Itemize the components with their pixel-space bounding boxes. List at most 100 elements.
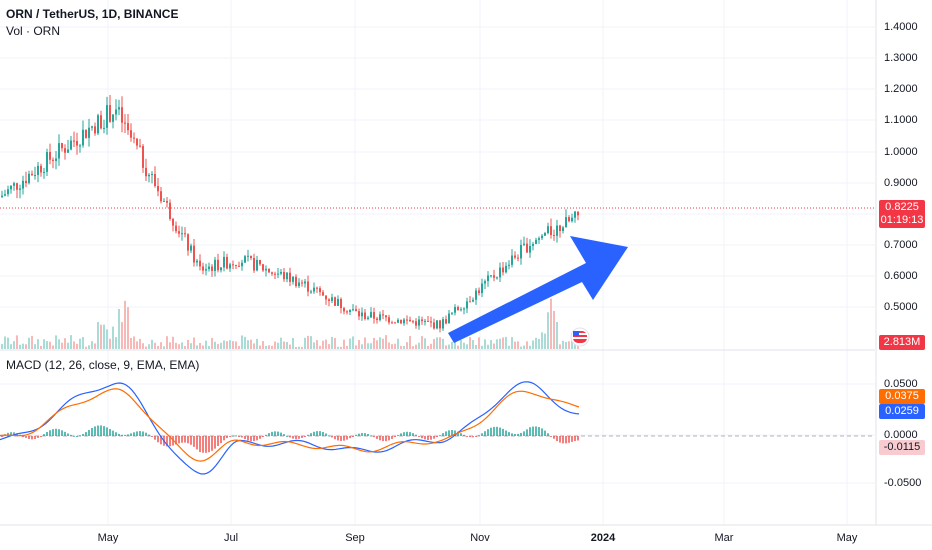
- histogram-bar: [121, 434, 123, 436]
- histogram-bar: [271, 431, 273, 436]
- signal-line: [0, 388, 580, 462]
- candle-body: [517, 257, 519, 259]
- candle-body: [433, 322, 435, 329]
- histogram-bar: [511, 433, 513, 436]
- candle-body: [118, 107, 120, 110]
- histogram-bar: [514, 434, 516, 436]
- histogram-bar: [490, 427, 492, 436]
- macd-tick: -0.0500: [884, 477, 922, 489]
- price-tick: 0.5000: [884, 301, 918, 313]
- histogram-bar: [475, 436, 477, 437]
- histogram-bar: [385, 436, 387, 442]
- macd-tick: 0.0500: [884, 378, 918, 390]
- candle-body: [385, 315, 387, 318]
- candle-body: [226, 256, 228, 269]
- histogram-bar: [34, 436, 36, 440]
- candle-body: [391, 322, 393, 324]
- volume-bars: [1, 298, 579, 349]
- candle-body: [442, 319, 444, 329]
- volume-bar: [118, 309, 120, 349]
- histogram-bar: [43, 434, 45, 436]
- candle-body: [61, 143, 63, 149]
- volume-bar: [499, 338, 501, 349]
- candle-body: [1, 195, 3, 198]
- histogram-bar: [382, 436, 384, 442]
- candle-body: [568, 217, 570, 222]
- volume-bar: [508, 345, 510, 349]
- candle-body: [64, 148, 66, 153]
- candle-body: [571, 217, 573, 222]
- volume-bar: [91, 341, 93, 349]
- volume-bar: [139, 338, 141, 349]
- candle-body: [505, 265, 507, 273]
- candle-body: [520, 244, 522, 259]
- volume-bar: [469, 337, 471, 349]
- candle-body: [67, 149, 69, 153]
- volume-bar: [163, 346, 165, 349]
- symbol-title[interactable]: ORN / TetherUS, 1D, BINANCE: [6, 7, 179, 21]
- volume-bar: [517, 341, 519, 349]
- candle-body: [121, 107, 123, 123]
- candle-body: [511, 255, 513, 265]
- volume-bar: [430, 343, 432, 349]
- histogram-bar: [217, 436, 219, 446]
- candle-body: [166, 200, 168, 203]
- volume-bar: [352, 336, 354, 349]
- volume-bar: [283, 341, 285, 349]
- volume-bar: [172, 336, 174, 349]
- candle-body: [37, 165, 39, 176]
- macd-histogram: [1, 425, 579, 453]
- candle-body: [418, 319, 420, 326]
- volume-bar: [526, 341, 528, 349]
- histogram-bar: [16, 433, 18, 436]
- histogram-bar: [301, 436, 303, 438]
- histogram-bar: [250, 436, 252, 442]
- histogram-bar: [577, 436, 579, 441]
- histogram-bar: [238, 436, 240, 437]
- volume-legend[interactable]: Vol · ORN: [6, 24, 61, 38]
- price-tick: 0.7000: [884, 239, 918, 251]
- histogram-bar: [343, 436, 345, 441]
- candle-body: [31, 173, 33, 176]
- candle-body: [355, 309, 357, 312]
- histogram-bar: [124, 434, 126, 436]
- volume-bar: [502, 337, 504, 349]
- histogram-bar: [451, 430, 453, 436]
- volume-bar: [211, 337, 213, 349]
- candle-body: [103, 127, 105, 129]
- candle-body: [238, 265, 240, 267]
- candle-body: [499, 267, 501, 278]
- volume-bar: [532, 340, 534, 349]
- histogram-bar: [427, 436, 429, 440]
- histogram-bar: [145, 432, 147, 436]
- histogram-bar: [262, 436, 264, 437]
- candle-body: [463, 308, 465, 310]
- arrow-annotation[interactable]: [448, 236, 628, 343]
- volume-bar: [160, 342, 162, 349]
- histogram-bar: [175, 436, 177, 445]
- histogram-bar: [523, 431, 525, 436]
- price-tick: 1.1000: [884, 114, 918, 126]
- volume-bar: [148, 344, 150, 349]
- macd-legend[interactable]: MACD (12, 26, close, 9, EMA, EMA): [6, 358, 200, 372]
- histogram-bar: [166, 436, 168, 447]
- us-flag-icon[interactable]: [570, 327, 590, 347]
- volume-bar: [130, 337, 132, 349]
- candle-body: [310, 291, 312, 293]
- histogram-bar: [286, 435, 288, 437]
- candle-body: [172, 218, 174, 226]
- histogram-bar: [556, 436, 558, 442]
- candle-body: [10, 185, 12, 190]
- volume-bar: [46, 341, 48, 349]
- histogram-bar: [199, 436, 201, 453]
- volume-bar: [259, 345, 261, 349]
- candle-body: [109, 105, 111, 122]
- candle-body: [196, 260, 198, 263]
- candle-body: [376, 318, 378, 321]
- volume-bar: [127, 307, 129, 349]
- volume-bar: [385, 335, 387, 349]
- volume-bar: [199, 342, 201, 349]
- candle-body: [532, 243, 534, 246]
- volume-bar: [364, 337, 366, 349]
